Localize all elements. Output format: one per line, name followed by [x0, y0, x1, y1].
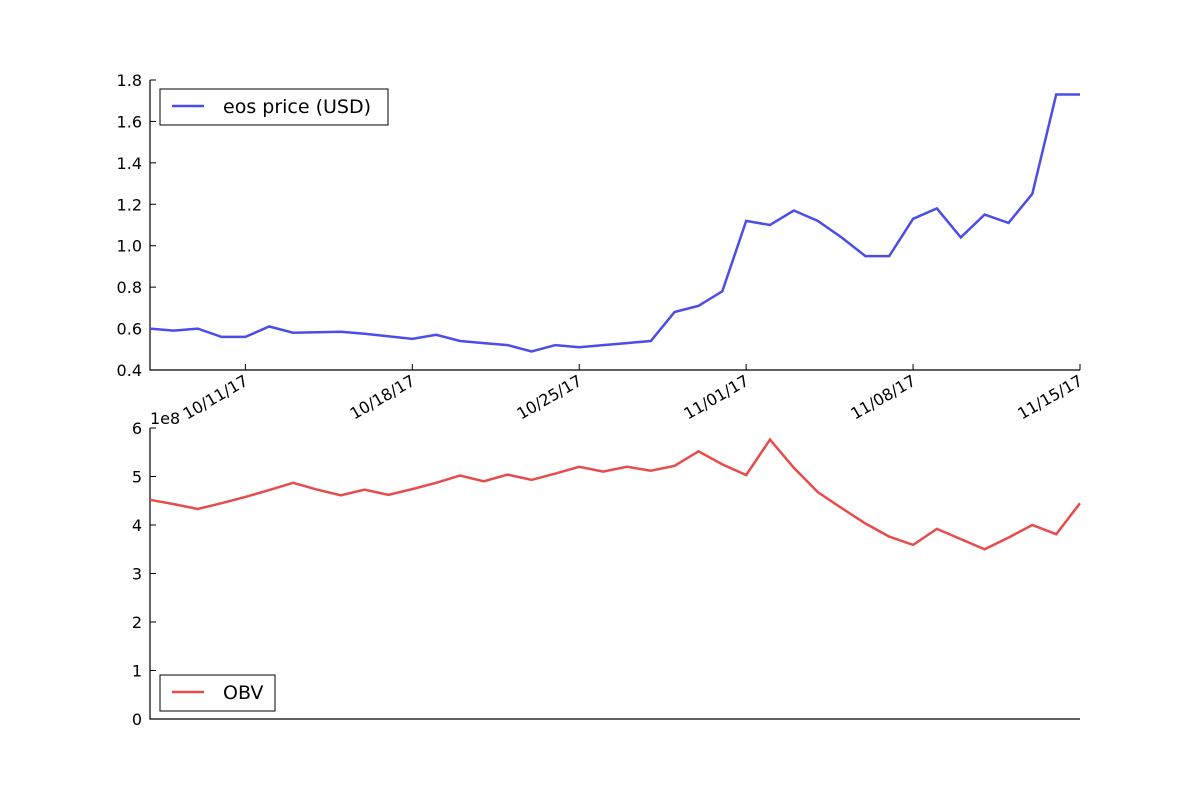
price-x-tick-label: 10/25/17 — [513, 371, 585, 423]
price-y-tick-label: 0.8 — [117, 278, 142, 297]
price-x-tick-label: 11/15/17 — [1014, 371, 1086, 423]
price-y-tick-label: 1.2 — [117, 195, 142, 214]
obv-y-tick-label: 3 — [132, 565, 142, 584]
price-x-tick-label: 10/11/17 — [180, 371, 252, 423]
price-legend-label: eos price (USD) — [223, 96, 371, 118]
obv-y-tick-label: 0 — [132, 710, 142, 729]
obv-y-tick-label: 4 — [132, 516, 142, 535]
price-y-tick-label: 1.4 — [117, 154, 142, 173]
price-legend: eos price (USD) — [159, 88, 389, 126]
price-y-tick-label: 0.4 — [117, 361, 142, 380]
obv-legend-label: OBV — [223, 682, 263, 704]
price-x-tick-label: 11/01/17 — [680, 371, 752, 423]
obv-axes-frame — [149, 428, 1080, 720]
price-x-tick-label: 11/08/17 — [847, 371, 919, 423]
price-x-tick-label: 10/18/17 — [347, 371, 419, 423]
price-y-tick-label: 1.0 — [117, 237, 142, 256]
price-y-tick-label: 1.8 — [117, 71, 142, 90]
obv-y-tick-label: 6 — [132, 419, 142, 438]
obv-y-tick-label: 1 — [132, 662, 142, 681]
obv-subplot: 0 1 2 3 4 5 6 1e8 OBV — [132, 409, 1081, 729]
price-y-tick-label: 1.6 — [117, 112, 142, 131]
obv-legend: OBV — [159, 674, 276, 712]
obv-y-tick-label: 5 — [132, 468, 142, 487]
obv-series-line — [149, 437, 1081, 551]
price-subplot: 0.4 0.6 0.8 1.0 1.2 1.4 1.6 1.8 10/11/17 10/18/1… — [117, 71, 1086, 423]
obv-legend-box — [159, 674, 276, 712]
price-y-tick-label: 0.6 — [117, 320, 142, 339]
price-series-line — [149, 93, 1080, 353]
obv-y-tick-label: 2 — [132, 613, 142, 632]
obv-y-multiplier: 1e8 — [150, 409, 180, 428]
